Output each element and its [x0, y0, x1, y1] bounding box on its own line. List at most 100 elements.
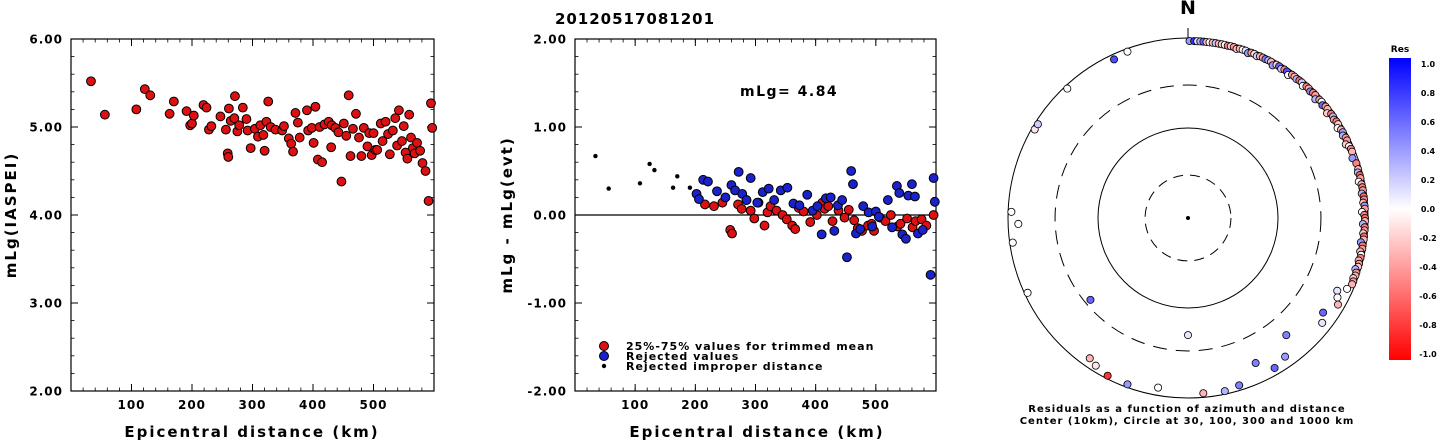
plot1-point-0	[168, 96, 179, 107]
colorbar-tick-label: -0.2	[1419, 234, 1437, 243]
legend-marker-trimmed	[599, 341, 609, 351]
plot1-ylabel: mLg(IASPEI)	[2, 152, 20, 278]
colorbar-tick-label: 0.8	[1421, 89, 1436, 98]
plot2-point-1	[752, 197, 763, 208]
plot1-point-0	[224, 103, 234, 114]
polar-station-point	[1220, 387, 1229, 396]
plot1-point-0	[348, 123, 358, 134]
plot1-xtick-label: 200	[178, 398, 206, 412]
polar-station-point	[1023, 288, 1032, 297]
polar-station-point	[1110, 55, 1119, 64]
plot1-point-0	[345, 151, 356, 161]
plot1-point-0	[188, 110, 199, 121]
colorbar-gradient	[1389, 58, 1411, 360]
plot1-point-0	[310, 101, 321, 112]
plot2-point-0	[709, 201, 719, 212]
plot2-xtick-label: 500	[862, 398, 890, 412]
plot2-point-1	[703, 176, 713, 187]
polar-station-point	[1091, 361, 1100, 370]
center-dot	[1186, 216, 1190, 220]
legend-marker-improper	[601, 363, 607, 369]
plot2-point-1	[887, 222, 897, 233]
plot1-point-0	[245, 143, 256, 154]
plot2-ytick-label: -2.00	[527, 385, 567, 399]
polar-station-point	[1123, 380, 1132, 389]
plot2-point-improper	[647, 161, 652, 167]
plot1-point-0	[288, 146, 298, 157]
legend-label-trimmed: 25%-75% values for trimmed mean	[626, 340, 874, 353]
plot2-point-1	[882, 195, 893, 205]
plot2-point-0	[849, 215, 860, 226]
polar-station-point	[1270, 363, 1279, 372]
plot1-point-0	[241, 114, 252, 124]
plot2-point-1	[873, 211, 884, 222]
plot2-point-1	[925, 269, 936, 280]
polar-station-point	[1007, 207, 1016, 216]
plot1-point-0	[187, 118, 197, 129]
plot2-annotation: mLg= 4.84	[740, 84, 838, 100]
plot2-point-1	[694, 194, 704, 205]
plot2-point-0	[843, 204, 854, 215]
plot2-point-improper	[637, 181, 643, 186]
plot1-point-0	[258, 130, 269, 140]
polar-station-point	[1086, 295, 1095, 304]
plot2-legend: 25%-75% values for trimmed mean Rejected…	[599, 340, 874, 373]
polar-station-point	[1033, 120, 1042, 129]
plot1-point-0	[423, 196, 434, 206]
plot2-xlabel: Epicentral distance (km)	[629, 423, 884, 441]
polar-station-point	[1343, 284, 1352, 293]
polar-station-point	[1014, 219, 1023, 228]
plot2-point-1	[825, 192, 836, 203]
plot1-point-0	[397, 136, 407, 146]
plot1-point-0	[398, 121, 409, 132]
plot2-point-1	[910, 191, 920, 202]
plot1-point-0	[326, 142, 337, 153]
plot1-point-0	[308, 137, 319, 148]
plot1-point-0	[338, 118, 349, 129]
plot1-point-0	[404, 109, 415, 120]
plot2-point-0	[700, 199, 710, 210]
colorbar-tick-label: -0.6	[1419, 292, 1437, 301]
magnitude-vs-distance-plot: 100 200 300 400 500 2.00 3.00 4.00 5.00 6.00 Epic…	[2, 33, 438, 441]
plot1-point-0	[362, 141, 373, 152]
colorbar-tick-label: -0.8	[1419, 321, 1437, 330]
plot1-point-0	[354, 132, 364, 143]
plot1-point-0	[377, 136, 388, 146]
polar-caption-line1: Residuals as a function of azimuth and d…	[1028, 404, 1345, 415]
plot1-point-0	[351, 108, 361, 119]
azimuth-distance-polar-plot: N Residuals as a function of azimuth and…	[1007, 0, 1370, 427]
residual-colorbar: Res 1.0 0.8 0.6 0.4 0.2 0.0 -0.2 -0.4 -0.6 -0.8 -1…	[1389, 45, 1437, 360]
plot2-point-improper	[687, 185, 693, 190]
polar-station-point	[1251, 359, 1260, 368]
plot2-ytick-label: 0.00	[533, 209, 567, 223]
plot1-point-0	[356, 151, 367, 161]
plot1-xtick-label: 400	[299, 398, 327, 412]
polar-station-point	[1235, 381, 1244, 390]
plot2-point-1	[769, 195, 780, 205]
plot2-ytick-label: 2.00	[533, 33, 567, 47]
plot1-point-0	[406, 132, 416, 143]
plot1-point-0	[292, 117, 303, 128]
plot2-point-0	[928, 210, 939, 220]
plot2-point-0	[880, 216, 891, 227]
plot2-point-improper	[606, 186, 611, 191]
plot1-point-0	[427, 122, 438, 133]
plot1-point-0	[215, 111, 226, 122]
legend-marker-rejected	[599, 351, 609, 361]
plot2-point-1	[867, 221, 878, 232]
colorbar-tick-label: 0.4	[1421, 147, 1436, 156]
polar-station-point	[1154, 383, 1163, 392]
plot1-point-0	[237, 102, 248, 113]
plot1-point-0	[387, 125, 398, 136]
plot2-point-0	[885, 210, 896, 220]
residual-vs-distance-plot: 100 200 300 400 500 -2.00 -1.00 0.00 1.00 2.00 Ep…	[498, 33, 940, 441]
plot2-point-1	[848, 179, 858, 190]
plot1-ytick-label: 3.00	[29, 297, 63, 311]
polar-station-point	[1103, 371, 1112, 380]
plot2-point-1	[907, 179, 917, 190]
plot2-point-1	[901, 233, 911, 244]
plot1-point-0	[394, 105, 404, 116]
plot2-point-0	[805, 217, 816, 227]
plot2-point-1	[745, 173, 756, 183]
